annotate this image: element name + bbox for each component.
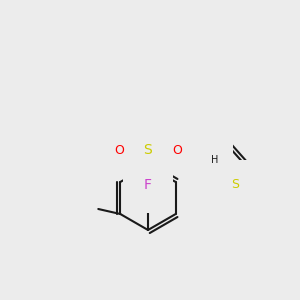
Text: H: H: [211, 155, 218, 165]
Text: H: H: [134, 125, 142, 135]
Text: O: O: [172, 143, 182, 157]
Text: F: F: [144, 178, 152, 192]
Text: S: S: [144, 143, 152, 157]
Text: N: N: [143, 124, 153, 136]
Text: O: O: [202, 148, 212, 161]
Text: O: O: [114, 143, 124, 157]
Text: S: S: [231, 178, 239, 191]
